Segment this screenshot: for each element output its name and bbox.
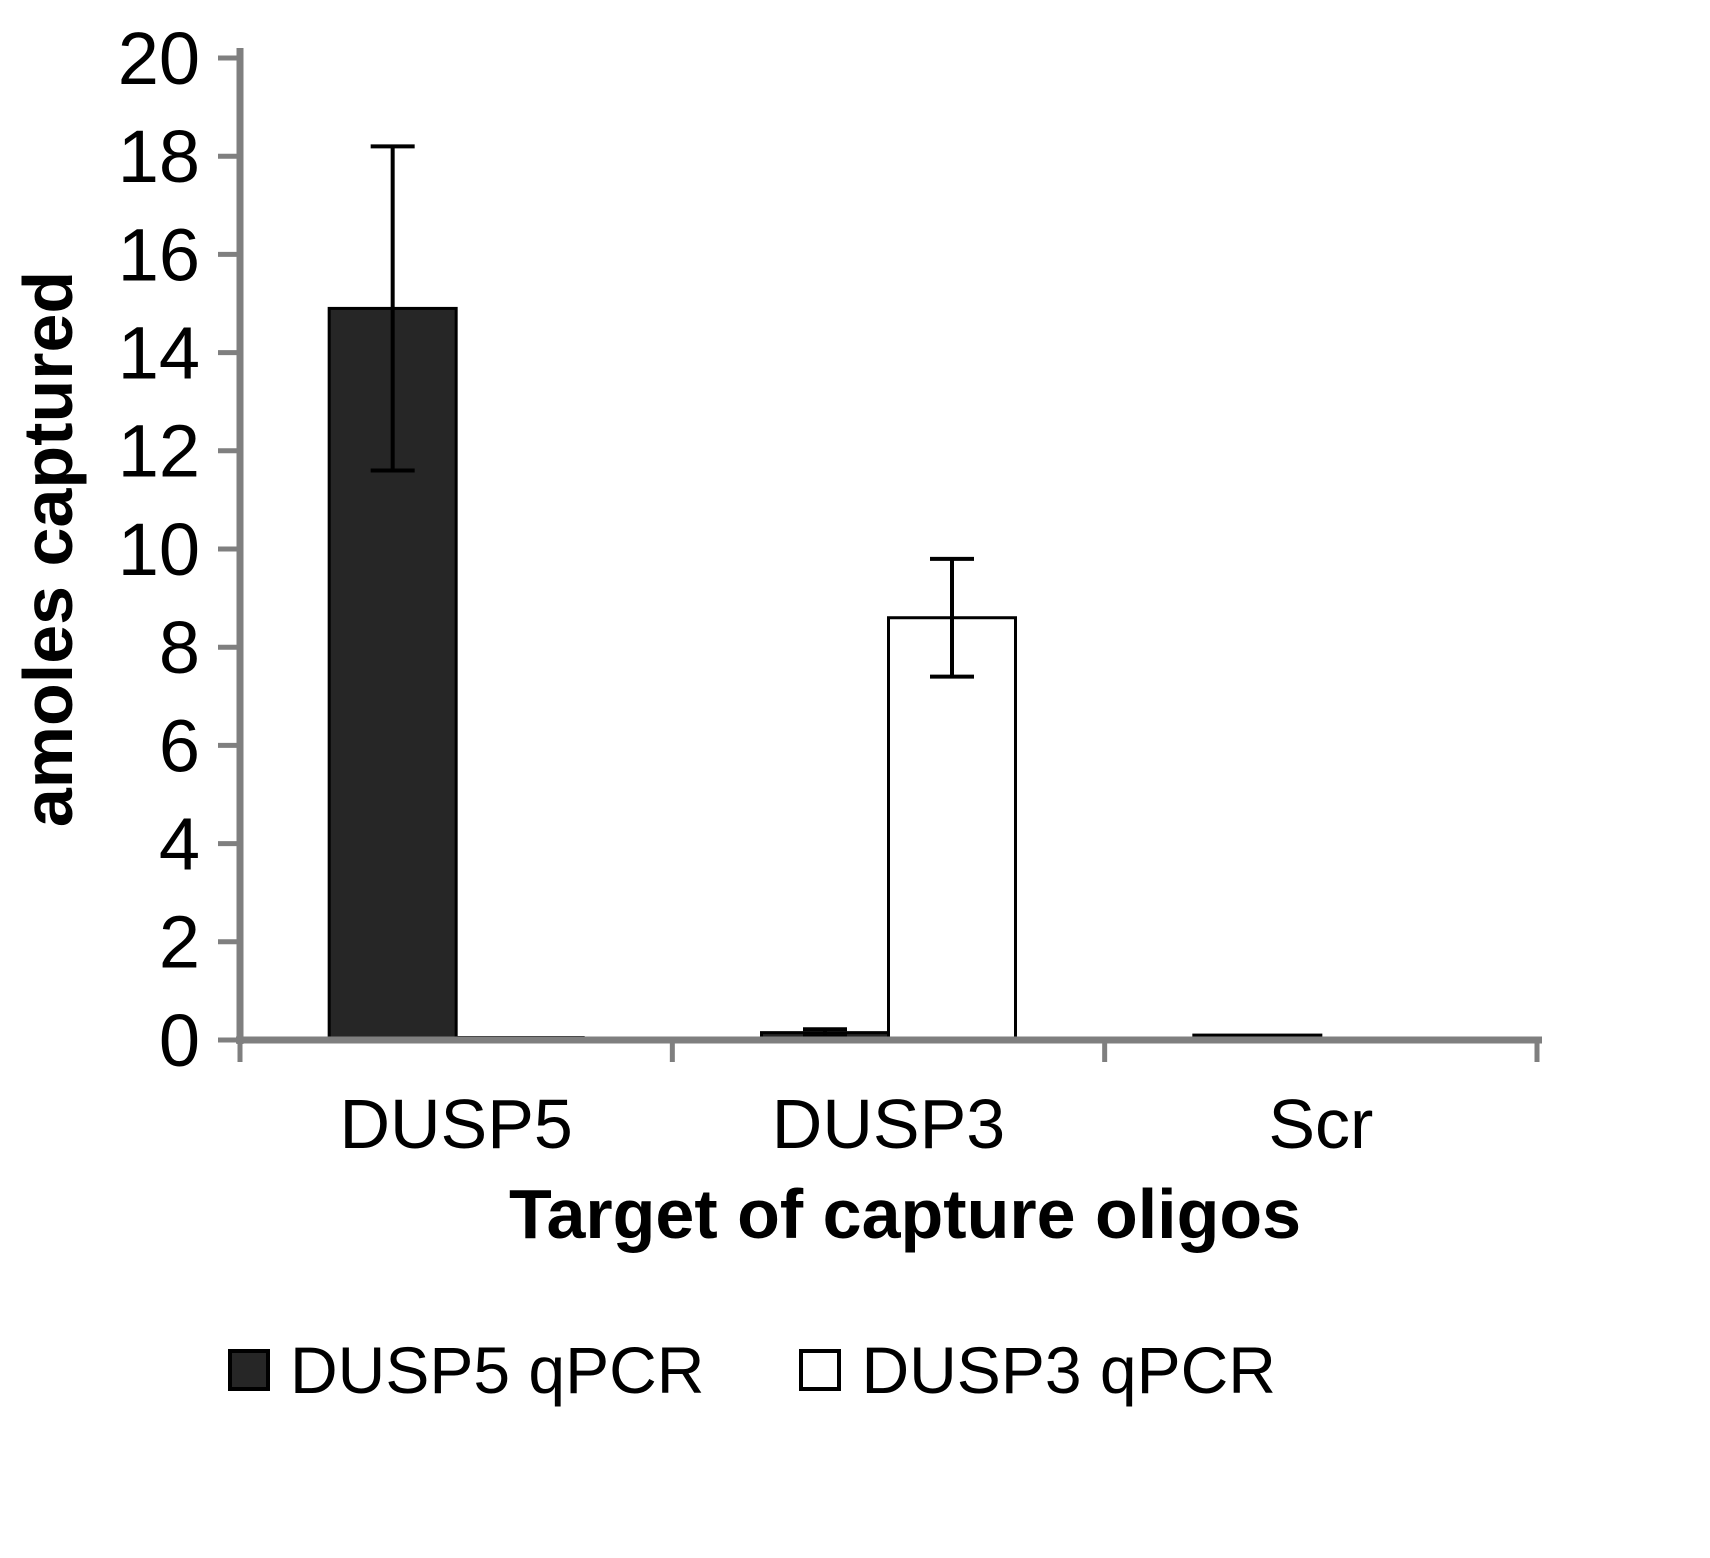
x-axis-title: Target of capture oligos [509, 1175, 1301, 1253]
y-tick-label: 12 [118, 410, 200, 493]
y-tick-label: 14 [118, 312, 200, 395]
x-category-label: Scr [1268, 1085, 1373, 1163]
legend-item: DUSP3 qPCR [799, 1332, 1276, 1408]
y-tick-label: 8 [159, 606, 200, 689]
y-tick-label: 20 [118, 17, 200, 100]
y-tick-label: 18 [118, 115, 200, 198]
legend: DUSP5 qPCR DUSP3 qPCR [228, 1332, 1276, 1408]
legend-label: DUSP5 qPCR [290, 1333, 705, 1407]
y-axis-title: amoles captured [9, 271, 87, 827]
x-category-label: DUSP5 [339, 1085, 572, 1163]
legend-item: DUSP5 qPCR [228, 1332, 704, 1408]
y-tick-label: 16 [118, 213, 200, 296]
legend-swatch-open-icon [799, 1349, 842, 1391]
legend-swatch-filled-icon [228, 1349, 270, 1391]
y-tick-label: 0 [159, 999, 200, 1082]
bar [887, 616, 1017, 1042]
legend-label: DUSP3 qPCR [861, 1333, 1276, 1407]
y-tick-label: 6 [159, 704, 200, 787]
y-tick-label: 10 [118, 508, 200, 591]
y-tick-label: 4 [159, 803, 200, 886]
y-tick-label: 2 [159, 901, 200, 984]
plot-generated: DUSP5 DUSP3 Scr 0 2 4 6 8 10 12 14 16 18 20 [118, 17, 1542, 1163]
x-category-label: DUSP3 [772, 1085, 1005, 1163]
